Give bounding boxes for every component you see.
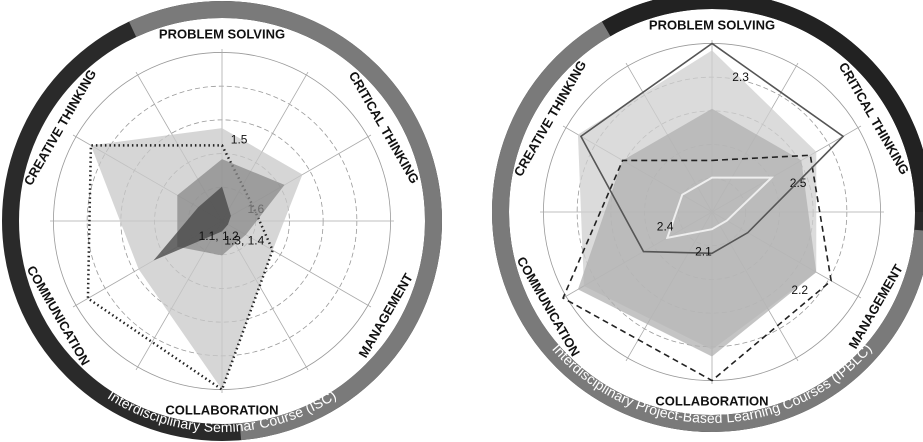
- series-shape: [90, 128, 303, 390]
- category-label: COLLABORATION: [165, 402, 278, 417]
- series-shape: [562, 154, 833, 382]
- series-shape: [579, 42, 845, 255]
- series-shape: [153, 186, 231, 261]
- series-label: 2.1: [695, 244, 712, 258]
- series-label: 2.4: [657, 219, 674, 233]
- category-label: PROBLEM SOLVING: [159, 26, 285, 41]
- series-label: 1.5: [231, 133, 248, 147]
- ring-segment: [602, 0, 923, 212]
- series-label: 2.3: [732, 70, 749, 84]
- series-label: 2.2: [791, 283, 808, 297]
- series-label: 1.3, 1.4: [224, 233, 264, 247]
- category-label: PROBLEM SOLVING: [649, 17, 775, 32]
- series-label: 1.1, 1.2: [199, 229, 239, 243]
- category-label: COLLABORATION: [655, 393, 768, 408]
- series-shape: [665, 176, 775, 240]
